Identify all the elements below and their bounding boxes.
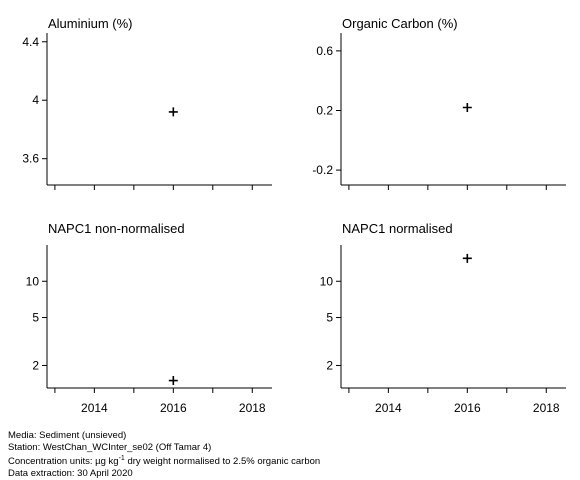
x-tick-label: 2016	[454, 401, 481, 415]
footer-units-sup: -1	[118, 455, 125, 462]
chart-panel-4: NAPC1 normalised 2 5 10 2014 2016 2018	[320, 221, 566, 415]
footer-extraction: Data extraction: 30 April 2020	[8, 467, 133, 479]
y-tick-label: 2	[32, 358, 39, 372]
y-tick-label: 0.6	[316, 44, 333, 58]
panel-title: NAPC1 non-normalised	[48, 221, 185, 236]
x-tick-label: 2014	[375, 401, 402, 415]
panel-title: Aluminium (%)	[48, 16, 133, 31]
footer-notes: Media: Sediment (unsieved) Station: West…	[8, 430, 320, 479]
data-point-marker	[462, 253, 472, 263]
y-tick-label: 0.2	[316, 103, 333, 117]
panel-title: Organic Carbon (%)	[342, 16, 458, 31]
y-tick-label: 5	[32, 311, 39, 325]
x-tick-label: 2016	[160, 401, 187, 415]
y-tick-label: 3.6	[22, 152, 39, 166]
y-tick-label: 4.4	[22, 35, 39, 49]
chart-grid: Aluminium (%) 3.6 4 4.4 Organic Carbon (%) -0…	[22, 16, 566, 415]
y-tick-label: 4	[32, 93, 39, 107]
y-tick-label: -0.2	[312, 163, 333, 177]
footer-media: Media: Sediment (unsieved)	[8, 430, 127, 441]
chart-panel-2: Organic Carbon (%) -0.2 0.2 0.6	[312, 16, 566, 190]
x-tick-label: 2018	[533, 401, 560, 415]
x-tick-label: 2018	[239, 401, 266, 415]
y-tick-label: 10	[320, 274, 334, 288]
footer-units: Concentration units: µg kg-1 dry weight …	[8, 453, 320, 468]
footer-units-suffix: dry weight normalised to 2.5% organic ca…	[124, 456, 321, 468]
chart-panel-1: Aluminium (%) 3.6 4 4.4	[22, 16, 272, 190]
chart-panel-3: NAPC1 non-normalised 2 5 10 2014 2016 2018	[26, 221, 272, 415]
data-point-marker	[168, 376, 178, 386]
y-tick-label: 5	[326, 311, 333, 325]
x-tick-label: 2014	[81, 401, 108, 415]
data-point-marker	[168, 107, 178, 117]
y-tick-label: 10	[26, 274, 40, 288]
data-point-marker	[462, 103, 472, 113]
footer-units-prefix: Concentration units: µg kg	[8, 456, 119, 468]
y-tick-label: 2	[326, 358, 333, 372]
footer-station: Station: WestChan_WCInter_se02 (Off Tama…	[8, 441, 212, 453]
panel-title: NAPC1 normalised	[342, 221, 453, 236]
